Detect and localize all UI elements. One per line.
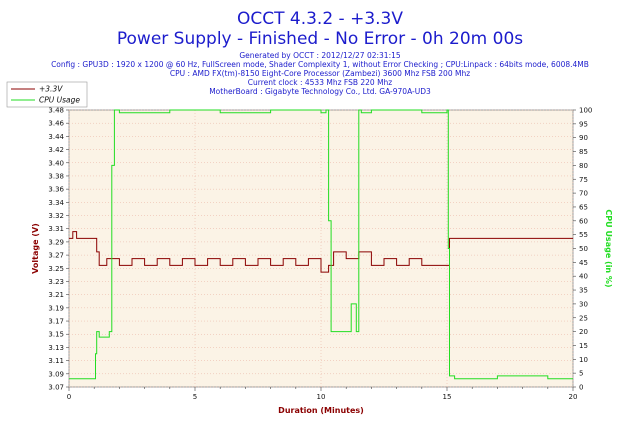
y-left-tick-label: 3.44 bbox=[48, 133, 64, 141]
series-line-voltage bbox=[69, 231, 573, 273]
y-left-tick-label: 3.15 bbox=[48, 331, 64, 339]
y-right-tick-label: 70 bbox=[579, 190, 588, 198]
y-right-tick-label: 75 bbox=[579, 176, 588, 184]
y-right-tick-label: 100 bbox=[579, 107, 592, 115]
x-tick-label: 5 bbox=[193, 393, 197, 401]
x-axis-title: Duration (Minutes) bbox=[278, 406, 364, 415]
y-left-tick-label: 3.29 bbox=[48, 238, 64, 246]
y-right-tick-label: 95 bbox=[579, 120, 588, 128]
legend-label-cpu-usage: CPU Usage bbox=[39, 96, 80, 105]
y-right-tick-label: 30 bbox=[579, 300, 588, 308]
y-left-tick-label: 3.23 bbox=[48, 278, 64, 286]
title-line-2: Power Supply - Finished - No Error - 0h … bbox=[117, 29, 523, 49]
y-right-tick-label: 85 bbox=[579, 148, 588, 156]
generated-info: Generated by OCCT : 2012/12/27 02:31:15 bbox=[239, 51, 401, 60]
config-info: Config : GPU3D : 1920 x 1200 @ 60 Hz, Fu… bbox=[51, 60, 589, 69]
x-tick-label: 20 bbox=[569, 393, 578, 401]
y-left-tick-label: 3.31 bbox=[48, 225, 64, 233]
y-right-tick-label: 65 bbox=[579, 203, 588, 211]
y-right-tick-label: 20 bbox=[579, 328, 588, 336]
y-axis-left-title: Voltage (V) bbox=[31, 223, 40, 274]
y-left-tick-label: 3.27 bbox=[48, 252, 64, 260]
title-line-1: OCCT 4.3.2 - +3.3V bbox=[237, 9, 403, 29]
y-right-tick-label: 35 bbox=[579, 287, 588, 295]
y-right-tick-label: 25 bbox=[579, 314, 588, 322]
y-left-tick-label: 3.13 bbox=[48, 344, 64, 352]
y-left-tick-label: 3.38 bbox=[48, 172, 64, 180]
y-right-tick-label: 80 bbox=[579, 162, 588, 170]
y-left-tick-label: 3.07 bbox=[48, 384, 64, 392]
y-left-tick-label: 3.25 bbox=[48, 265, 64, 273]
y-left-tick-label: 3.17 bbox=[48, 318, 64, 326]
y-axis-left: 3.07 3.09 3.11 3.13 3.15 3.17 3.19 3.21 3.23 3.25… bbox=[48, 107, 69, 392]
y-left-tick-label: 3.36 bbox=[48, 186, 64, 194]
y-left-tick-label: 3.40 bbox=[48, 159, 64, 167]
y-right-tick-label: 40 bbox=[579, 273, 588, 281]
y-right-tick-label: 50 bbox=[579, 245, 588, 253]
motherboard-info: MotherBoard : Gigabyte Technology Co., L… bbox=[209, 87, 431, 96]
y-left-tick-label: 3.34 bbox=[48, 199, 64, 207]
clock-info: Current clock : 4533 Mhz FSB 220 Mhz bbox=[248, 78, 393, 87]
legend: +3.3V CPU Usage bbox=[6, 81, 88, 108]
y-left-tick-label: 3.42 bbox=[48, 146, 64, 154]
y-right-tick-label: 90 bbox=[579, 134, 588, 142]
y-right-tick-label: 60 bbox=[579, 217, 588, 225]
x-tick-label: 10 bbox=[317, 393, 326, 401]
y-axis-right: 0 5 10 15 20 25 30 35 40 45 50 55 60 65 70 75 80 85 90 95 10… bbox=[573, 107, 592, 392]
y-right-tick-label: 55 bbox=[579, 231, 588, 239]
y-right-tick-label: 0 bbox=[579, 384, 583, 392]
y-left-tick-label: 3.32 bbox=[48, 212, 64, 220]
y-left-tick-label: 3.11 bbox=[48, 357, 64, 365]
y-left-tick-label: 3.21 bbox=[48, 291, 64, 299]
y-left-tick-label: 3.46 bbox=[48, 120, 64, 128]
y-left-tick-label: 3.09 bbox=[48, 370, 64, 378]
legend-box bbox=[6, 81, 88, 108]
y-right-tick-label: 5 bbox=[579, 370, 583, 378]
x-tick-label: 15 bbox=[443, 393, 452, 401]
series-line-cpu-usage bbox=[69, 109, 573, 380]
legend-label-voltage: +3.3V bbox=[39, 85, 63, 94]
y-right-tick-label: 45 bbox=[579, 259, 588, 267]
y-right-tick-label: 15 bbox=[579, 342, 588, 350]
y-axis-right-title: CPU Usage (in %) bbox=[604, 209, 613, 287]
cpu-info: CPU : AMD FX(tm)-8150 Eight-Core Process… bbox=[170, 69, 470, 78]
x-tick-label: 0 bbox=[67, 393, 71, 401]
y-left-tick-label: 3.19 bbox=[48, 304, 64, 312]
y-right-tick-label: 10 bbox=[579, 356, 588, 364]
series-layer bbox=[69, 109, 573, 380]
x-axis: 0 5 10 15 20 bbox=[67, 387, 578, 401]
y-left-tick-label: 3.48 bbox=[48, 107, 64, 115]
